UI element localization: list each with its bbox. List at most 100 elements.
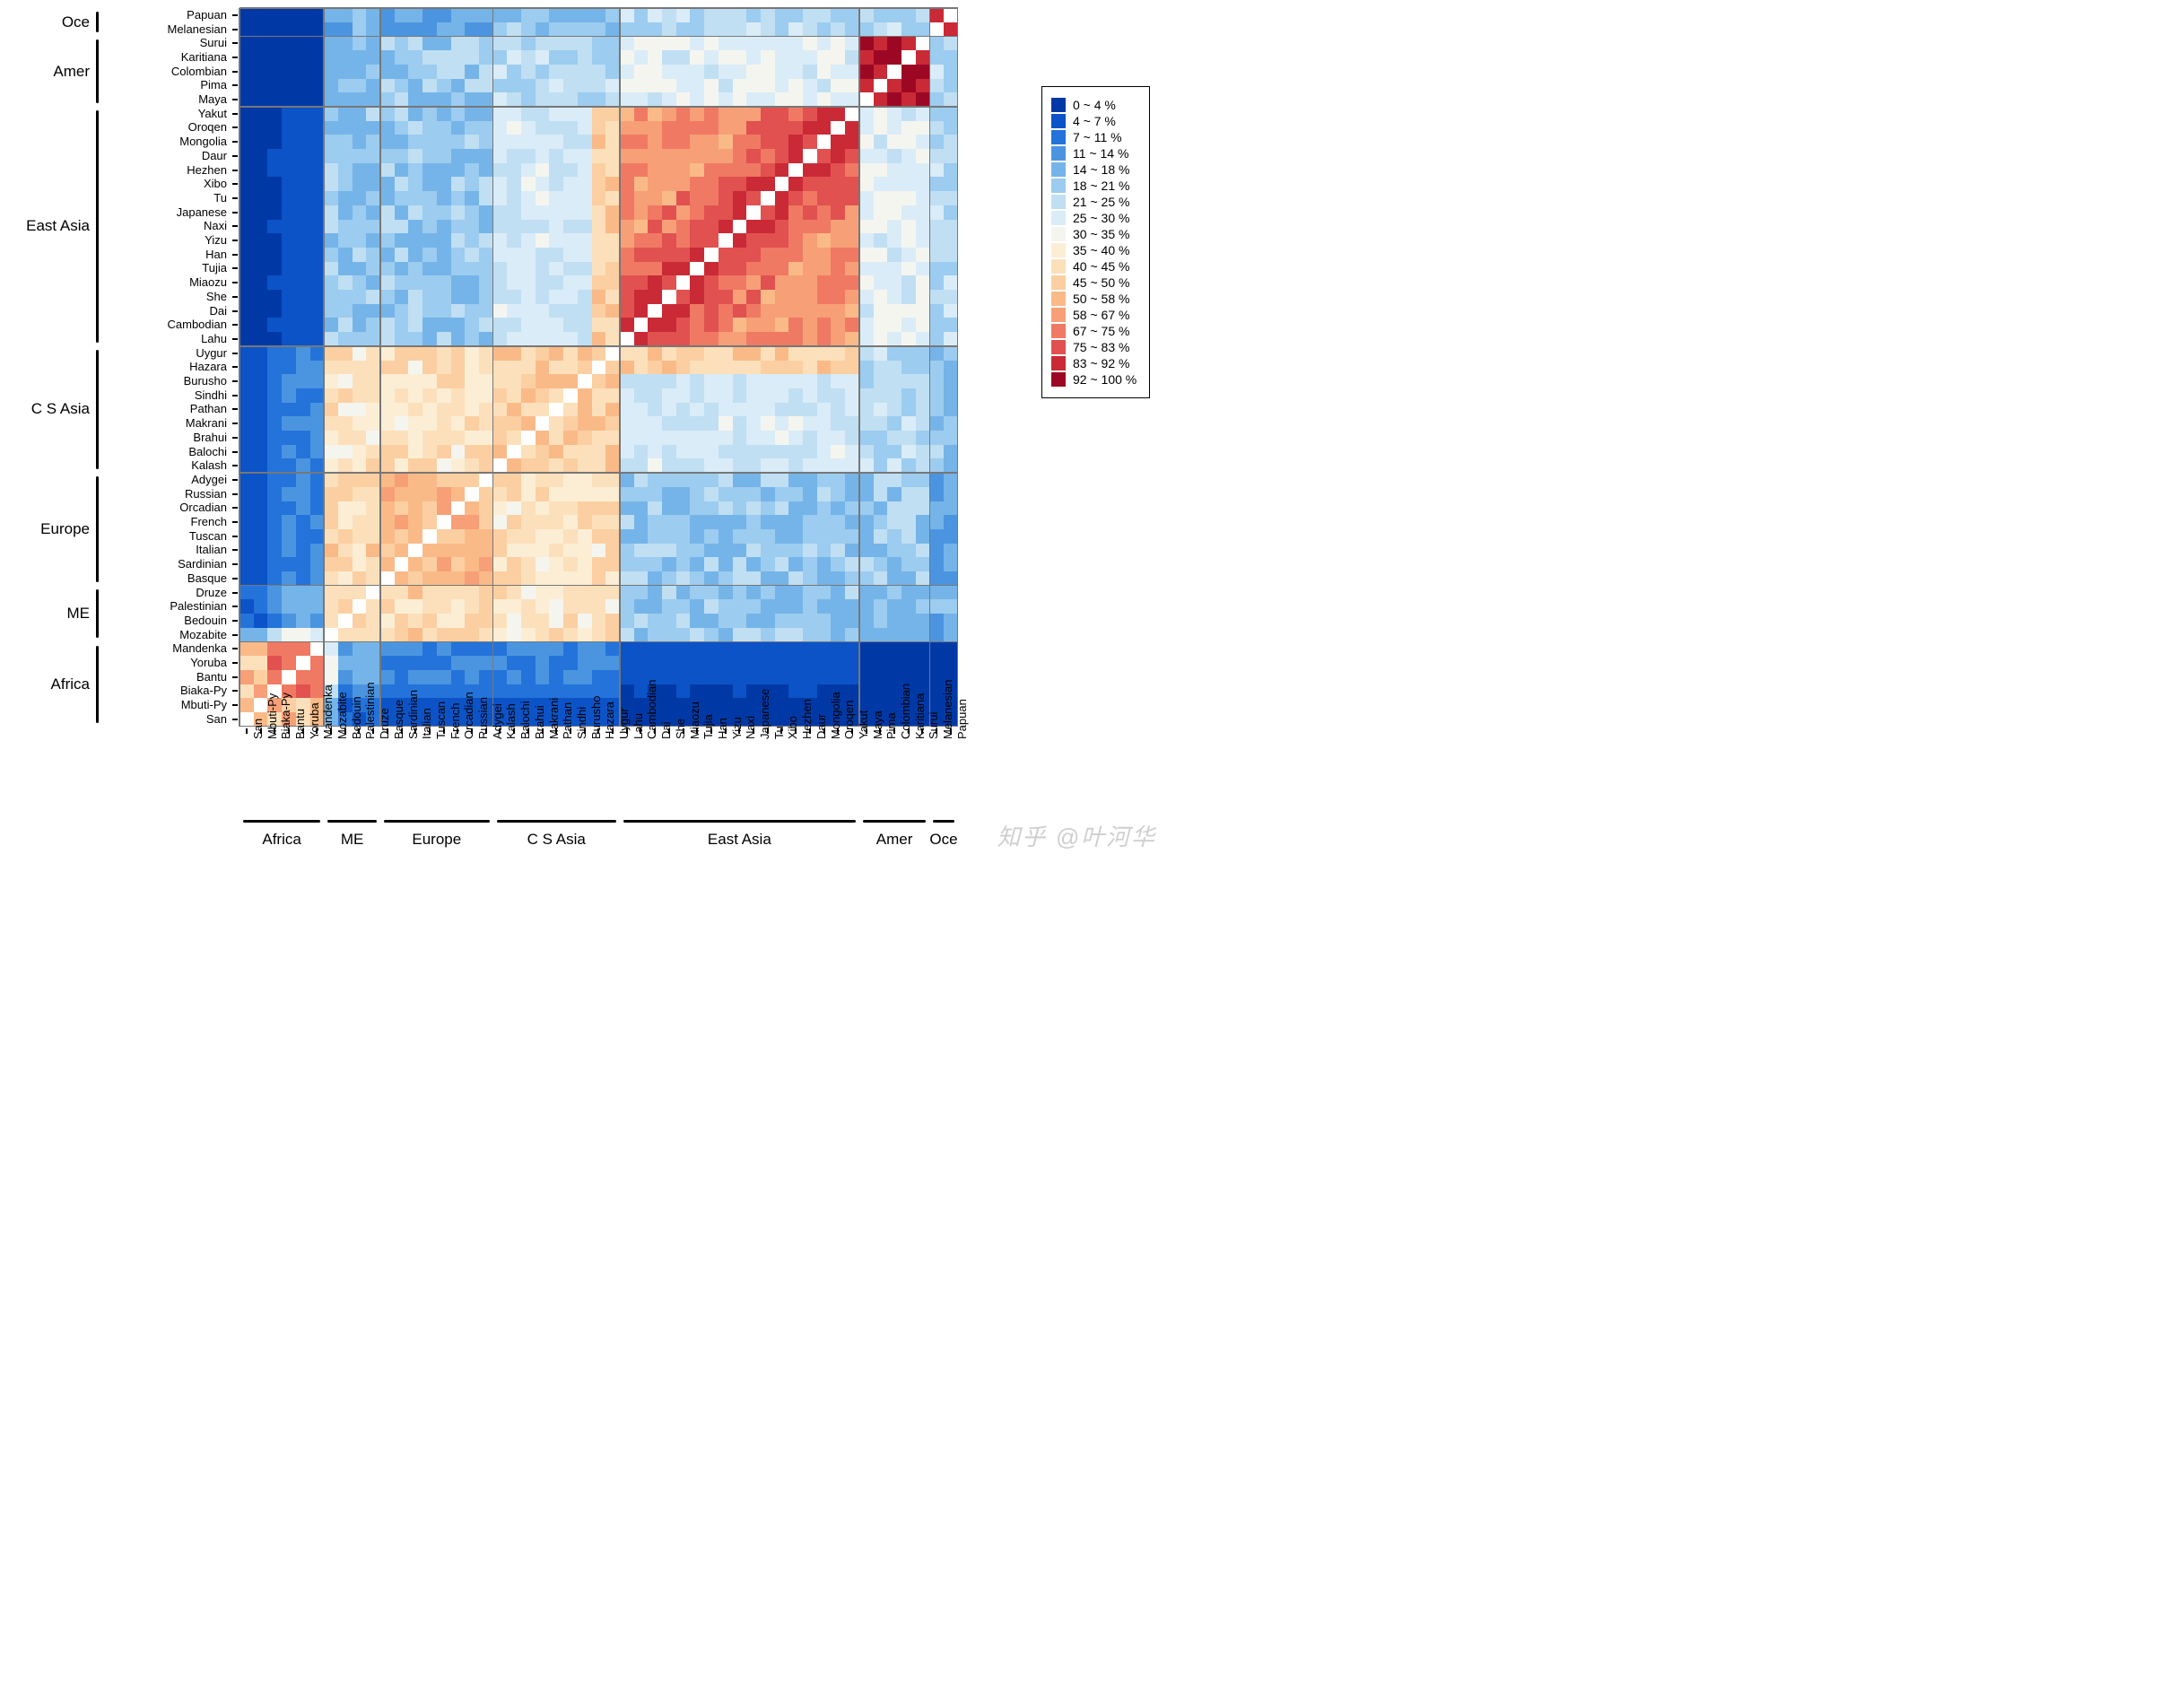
heatmap-cell bbox=[310, 92, 325, 107]
heatmap-cell bbox=[521, 571, 536, 586]
heatmap-cell bbox=[479, 290, 493, 304]
heatmap-cell bbox=[916, 318, 930, 332]
y-axis-label: Yoruba bbox=[85, 656, 227, 669]
heatmap-cell bbox=[845, 544, 859, 558]
heatmap-cell bbox=[338, 36, 353, 50]
heatmap-cell bbox=[493, 50, 508, 65]
heatmap-cell bbox=[901, 163, 916, 178]
heatmap-cell bbox=[479, 275, 493, 290]
heatmap-cell bbox=[254, 205, 268, 220]
heatmap-cell bbox=[690, 107, 704, 121]
heatmap-cell bbox=[648, 79, 662, 93]
heatmap-cell bbox=[592, 473, 606, 487]
heatmap-cell bbox=[944, 50, 958, 65]
heatmap-cell bbox=[493, 248, 508, 262]
y-axis-label: Colombian bbox=[85, 65, 227, 78]
heatmap-cell bbox=[874, 487, 888, 501]
heatmap-cell bbox=[944, 544, 958, 558]
heatmap-cell bbox=[380, 557, 395, 571]
heatmap-cell bbox=[493, 458, 508, 473]
x-axis-label: Xibo bbox=[786, 716, 799, 739]
heatmap-cell bbox=[620, 92, 634, 107]
heatmap-cell bbox=[817, 361, 832, 375]
heatmap-cell bbox=[845, 346, 859, 361]
heatmap-cell bbox=[493, 473, 508, 487]
heatmap-cell bbox=[648, 642, 662, 657]
heatmap-cell bbox=[620, 628, 634, 642]
heatmap-cell bbox=[831, 149, 845, 163]
heatmap-cell bbox=[803, 614, 817, 628]
heatmap-cell bbox=[929, 361, 944, 375]
heatmap-cell bbox=[761, 50, 775, 65]
heatmap-cell bbox=[324, 248, 338, 262]
heatmap-cell bbox=[451, 262, 466, 276]
heatmap-cell bbox=[282, 586, 296, 600]
heatmap-cell bbox=[282, 571, 296, 586]
heatmap-cell bbox=[578, 163, 592, 178]
heatmap-cell bbox=[507, 501, 521, 516]
heatmap-cell bbox=[380, 290, 395, 304]
heatmap-cell bbox=[479, 107, 493, 121]
heatmap-cell bbox=[521, 431, 536, 445]
heatmap-cell bbox=[803, 205, 817, 220]
heatmap-cell bbox=[422, 332, 437, 346]
heatmap-cell bbox=[310, 177, 325, 191]
heatmap-cell bbox=[563, 121, 578, 135]
heatmap-cell bbox=[338, 473, 353, 487]
y-axis-label: Basque bbox=[85, 571, 227, 585]
heatmap-cell bbox=[648, 92, 662, 107]
heatmap-cell bbox=[620, 346, 634, 361]
heatmap-cell bbox=[788, 473, 803, 487]
heatmap-cell bbox=[929, 487, 944, 501]
heatmap-cell bbox=[704, 121, 719, 135]
heatmap-cell bbox=[296, 92, 310, 107]
heatmap-cell bbox=[901, 614, 916, 628]
heatmap-cell bbox=[282, 473, 296, 487]
heatmap-cell bbox=[788, 403, 803, 417]
heatmap-cell bbox=[437, 431, 451, 445]
y-group-label: Europe bbox=[4, 520, 90, 538]
heatmap-cell bbox=[380, 571, 395, 586]
heatmap-cell bbox=[845, 586, 859, 600]
y-axis-label: Hazara bbox=[85, 360, 227, 373]
heatmap-cell bbox=[353, 346, 367, 361]
heatmap-cell bbox=[859, 79, 874, 93]
heatmap-cell bbox=[887, 149, 901, 163]
heatmap-cell bbox=[775, 487, 789, 501]
heatmap-cell bbox=[788, 262, 803, 276]
heatmap-cell bbox=[282, 388, 296, 403]
x-axis-label: Orcadian bbox=[462, 692, 475, 739]
heatmap-cell bbox=[578, 191, 592, 205]
heatmap-cell bbox=[620, 361, 634, 375]
heatmap-cell bbox=[353, 473, 367, 487]
heatmap-cell bbox=[704, 628, 719, 642]
heatmap-cell bbox=[578, 431, 592, 445]
heatmap-cell bbox=[479, 163, 493, 178]
heatmap-cell bbox=[521, 628, 536, 642]
heatmap-cell bbox=[296, 656, 310, 670]
heatmap-cell bbox=[507, 36, 521, 50]
heatmap-cell bbox=[479, 403, 493, 417]
heatmap-cell bbox=[775, 92, 789, 107]
heatmap-cell bbox=[437, 684, 451, 699]
heatmap-cell bbox=[746, 458, 761, 473]
heatmap-cell bbox=[929, 248, 944, 262]
heatmap-cell bbox=[578, 22, 592, 37]
heatmap-cell bbox=[831, 487, 845, 501]
heatmap-cell bbox=[761, 487, 775, 501]
heatmap-cell bbox=[746, 586, 761, 600]
heatmap-cell bbox=[240, 599, 254, 614]
heatmap-cell bbox=[831, 557, 845, 571]
heatmap-cell bbox=[605, 36, 620, 50]
x-axis-label: Hazara bbox=[603, 702, 616, 739]
heatmap-cell bbox=[353, 487, 367, 501]
heatmap-cell bbox=[775, 473, 789, 487]
y-axis-label: Mandenka bbox=[85, 641, 227, 655]
heatmap-cell bbox=[254, 670, 268, 684]
heatmap-cell bbox=[395, 92, 409, 107]
y-axis-label: Mbuti-Py bbox=[85, 698, 227, 711]
heatmap-cell bbox=[578, 557, 592, 571]
heatmap-cell bbox=[578, 416, 592, 431]
heatmap-cell bbox=[240, 92, 254, 107]
heatmap-cell bbox=[733, 487, 747, 501]
